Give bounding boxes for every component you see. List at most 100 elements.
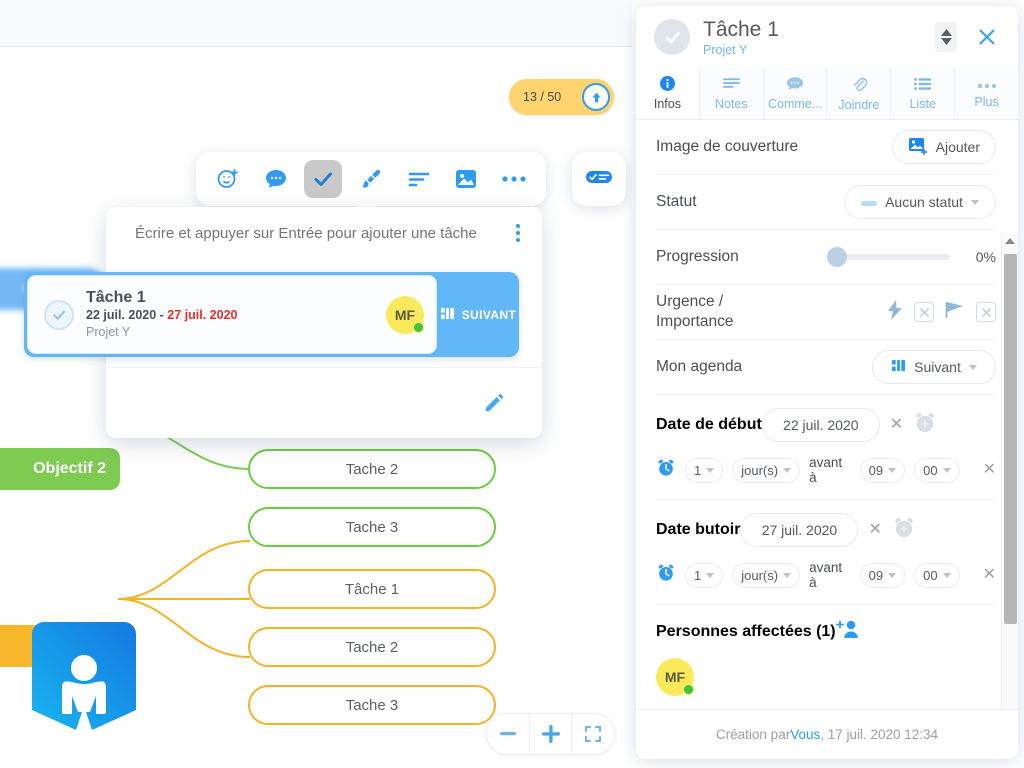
reminder-minute-select[interactable]: 00 bbox=[914, 457, 960, 483]
node-label: Tache 2 bbox=[345, 460, 399, 478]
reminder-amount-select[interactable]: 1 bbox=[685, 457, 724, 483]
clear-due-date-button[interactable]: ✕ bbox=[868, 521, 882, 538]
scrollbar-thumb[interactable] bbox=[1004, 254, 1017, 624]
panel-tabs[interactable]: Infos Notes Comme... bbox=[636, 68, 1018, 120]
chevron-down-icon bbox=[968, 364, 977, 370]
tab-comments[interactable]: Comme... bbox=[762, 68, 827, 119]
clear-start-date-button[interactable]: ✕ bbox=[889, 416, 904, 433]
scroll-up-arrow-icon[interactable] bbox=[1005, 238, 1015, 244]
panel-subtitle[interactable]: Projet Y bbox=[703, 42, 748, 57]
zoom-out-button[interactable] bbox=[487, 714, 529, 754]
add-person-icon[interactable] bbox=[835, 619, 860, 644]
chevron-down-icon bbox=[942, 467, 951, 473]
clear-importance-icon[interactable] bbox=[976, 302, 996, 322]
task-detail-panel[interactable]: Tâche 1 Projet Y Infos bbox=[636, 6, 1018, 759]
reminder-unit-value: jour(s) bbox=[741, 462, 779, 478]
check-circle-icon[interactable] bbox=[44, 299, 74, 330]
kebab-menu-icon[interactable] bbox=[508, 224, 528, 242]
reminder-amount-select[interactable]: 1 bbox=[685, 562, 724, 588]
add-task-input[interactable] bbox=[135, 224, 508, 242]
panel-header: Tâche 1 Projet Y bbox=[636, 6, 1018, 68]
clear-start-reminder-button[interactable]: ✕ bbox=[982, 461, 996, 478]
due-date-reminder: 1 jour(s) avant à 09 00 bbox=[656, 552, 996, 598]
add-alarm-icon[interactable] bbox=[892, 516, 916, 545]
popup-footer bbox=[106, 367, 542, 438]
image-icon[interactable] bbox=[447, 160, 485, 198]
start-date-value[interactable]: 22 juil. 2020 bbox=[761, 408, 880, 442]
mindmap-child-node[interactable]: Tache 3 bbox=[248, 507, 496, 547]
zoom-controls[interactable] bbox=[486, 713, 615, 755]
node-context-toolbar[interactable] bbox=[196, 152, 546, 206]
mindmap-child-node[interactable]: Tache 3 bbox=[248, 685, 496, 725]
close-icon[interactable] bbox=[970, 26, 1004, 48]
agenda-label: Mon agenda bbox=[656, 358, 743, 375]
creation-author-link[interactable]: Vous bbox=[790, 727, 821, 742]
chevron-down-icon bbox=[706, 467, 715, 473]
reminder-unit-select[interactable]: jour(s) bbox=[732, 562, 801, 588]
task-check-icon[interactable] bbox=[304, 160, 343, 198]
clear-urgency-icon[interactable] bbox=[914, 302, 934, 322]
start-date-text: 22 juil. 2020 bbox=[783, 417, 859, 433]
mindmap-child-node[interactable]: Tache 2 bbox=[248, 627, 496, 667]
progress-slider-knob[interactable] bbox=[827, 247, 847, 267]
agenda-row: Mon agenda Suivant bbox=[656, 340, 996, 395]
avatar[interactable]: MF bbox=[386, 295, 424, 334]
tab-infos[interactable]: Infos bbox=[636, 68, 699, 119]
add-cover-button[interactable]: Ajouter bbox=[891, 130, 996, 164]
text-align-icon[interactable] bbox=[400, 160, 438, 198]
task-next-action-button[interactable]: SUIVANT bbox=[437, 306, 519, 324]
chevron-down-icon bbox=[970, 199, 979, 205]
fit-screen-icon[interactable] bbox=[572, 714, 614, 754]
reminder-hour-select[interactable]: 09 bbox=[859, 457, 906, 483]
task-card[interactable]: Tâche 1 22 juil. 2020 - 27 juil. 2020 Pr… bbox=[27, 275, 437, 354]
lightning-icon[interactable] bbox=[887, 299, 903, 325]
mindmap-child-node[interactable]: Tache 2 bbox=[248, 449, 496, 489]
comment-icon[interactable] bbox=[257, 160, 295, 198]
mindmap-parent-node[interactable]: Objectif 2 bbox=[0, 448, 120, 490]
alarm-clock-icon[interactable] bbox=[656, 563, 676, 588]
urgency-label-line2: Importance bbox=[656, 313, 734, 330]
reminder-minute-value: 00 bbox=[923, 567, 938, 583]
avatar[interactable]: MF bbox=[656, 658, 694, 696]
tab-more[interactable]: Plus bbox=[954, 68, 1018, 119]
flag-icon[interactable] bbox=[945, 301, 965, 324]
credit-counter-badge[interactable]: 13 / 50 bbox=[509, 79, 614, 115]
due-date-block: Date butoir 27 juil. 2020 ✕ bbox=[656, 500, 996, 605]
progress-slider[interactable] bbox=[827, 247, 950, 267]
agenda-select[interactable]: Suivant bbox=[872, 350, 996, 384]
tab-notes[interactable]: Notes bbox=[698, 68, 763, 119]
due-date-value[interactable]: 27 juil. 2020 bbox=[740, 513, 859, 547]
status-select[interactable]: Aucun statut bbox=[844, 185, 996, 219]
online-status-dot bbox=[683, 684, 694, 695]
reminder-minute-select[interactable]: 00 bbox=[914, 562, 960, 588]
emoji-add-icon[interactable] bbox=[209, 160, 247, 198]
alarm-clock-icon[interactable] bbox=[656, 458, 676, 483]
arrow-up-circle-icon[interactable] bbox=[582, 83, 610, 111]
zoom-in-button[interactable] bbox=[530, 714, 572, 754]
reminder-unit-select[interactable]: jour(s) bbox=[732, 457, 801, 483]
check-circle-icon[interactable] bbox=[654, 19, 690, 55]
pencil-icon[interactable] bbox=[470, 385, 518, 421]
start-date-block: Date de début 22 juil. 2020 ✕ bbox=[656, 395, 996, 500]
reminder-hour-select[interactable]: 09 bbox=[859, 562, 906, 588]
reminder-amount-value: 1 bbox=[694, 462, 702, 478]
clear-due-reminder-button[interactable]: ✕ bbox=[982, 566, 996, 583]
paint-brush-icon[interactable] bbox=[352, 160, 390, 198]
status-dash-icon bbox=[861, 194, 878, 210]
tab-attach[interactable]: Joindre bbox=[826, 68, 891, 119]
assignees-label: Personnes affectées (1) bbox=[656, 622, 836, 640]
task-list-item[interactable]: Tâche 1 22 juil. 2020 - 27 juil. 2020 Pr… bbox=[24, 272, 519, 357]
more-dots-icon[interactable] bbox=[495, 160, 533, 198]
panel-body[interactable]: Image de couverture Ajouter Statut bbox=[636, 120, 1018, 709]
tab-list[interactable]: Liste bbox=[890, 68, 955, 119]
up-down-stepper-icon[interactable] bbox=[935, 22, 957, 52]
app-top-bar bbox=[0, 0, 632, 47]
panel-scrollbar[interactable] bbox=[1001, 234, 1018, 709]
tab-label: Comme... bbox=[767, 97, 823, 111]
task-list-toolbar-button[interactable] bbox=[572, 152, 626, 206]
add-alarm-icon[interactable] bbox=[913, 411, 937, 440]
info-icon bbox=[659, 76, 675, 94]
assignees-block: Personnes affectées (1) MF bbox=[656, 605, 996, 696]
mindmap-child-node[interactable]: Tâche 1 bbox=[248, 569, 496, 609]
node-label: Tache 2 bbox=[345, 638, 399, 656]
